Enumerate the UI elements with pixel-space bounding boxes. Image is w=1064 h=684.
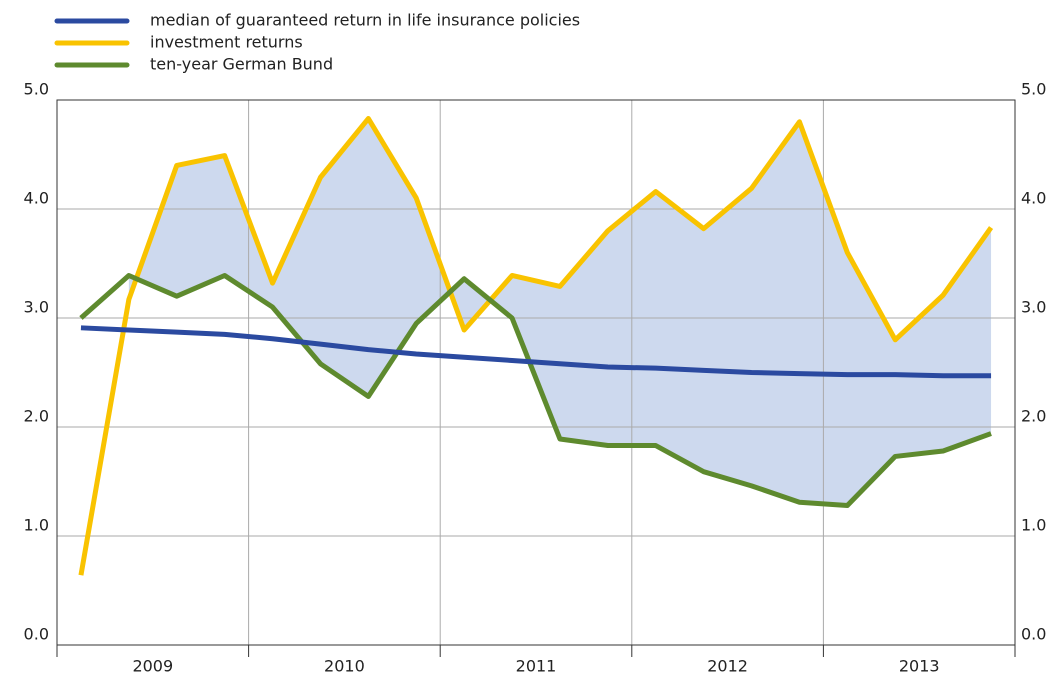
y2-tick-label: 2.0 (1021, 407, 1046, 426)
x-group-label: 2010 (324, 657, 365, 676)
y2-tick-label: 0.0 (1021, 625, 1046, 644)
y2-tick-label: 1.0 (1021, 516, 1046, 535)
legend-label: ten-year German Bund (150, 55, 333, 74)
y-tick-label: 0.0 (24, 625, 49, 644)
y-tick-label: 4.0 (24, 189, 49, 208)
y2-tick-label: 4.0 (1021, 189, 1046, 208)
x-group-label: 2011 (516, 657, 557, 676)
y-tick-label: 1.0 (24, 516, 49, 535)
plot-frame (56, 99, 1016, 646)
legend-label: investment returns (150, 33, 303, 52)
series-line (80, 325, 992, 379)
y-tick-label: 5.0 (24, 80, 49, 99)
y2-tick-label: 3.0 (1021, 298, 1046, 317)
x-group-label: 2009 (132, 657, 173, 676)
legend-label: median of guaranteed return in life insu… (150, 11, 580, 30)
x-group-label: 2013 (899, 657, 940, 676)
x-group-label: 2012 (707, 657, 748, 676)
spread-band (128, 118, 992, 506)
y-tick-label: 3.0 (24, 298, 49, 317)
series-line (79, 272, 992, 508)
series-line (78, 116, 994, 576)
y-tick-label: 2.0 (24, 407, 49, 426)
y2-tick-label: 5.0 (1021, 80, 1046, 99)
